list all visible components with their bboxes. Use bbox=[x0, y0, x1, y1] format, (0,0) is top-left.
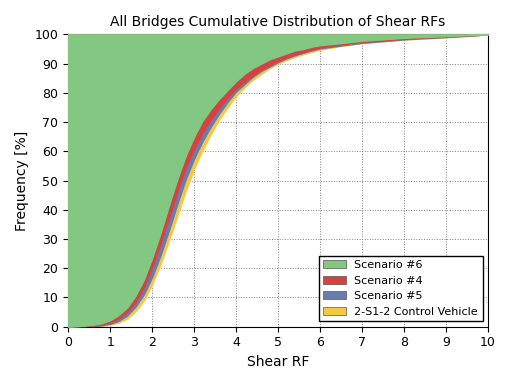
Legend: Scenario #6, Scenario #4, Scenario #5, 2-S1-2 Control Vehicle: Scenario #6, Scenario #4, Scenario #5, 2… bbox=[319, 256, 482, 321]
X-axis label: Shear RF: Shear RF bbox=[247, 355, 309, 369]
Title: All Bridges Cumulative Distribution of Shear RFs: All Bridges Cumulative Distribution of S… bbox=[110, 15, 446, 29]
Y-axis label: Frequency [%]: Frequency [%] bbox=[15, 131, 29, 231]
